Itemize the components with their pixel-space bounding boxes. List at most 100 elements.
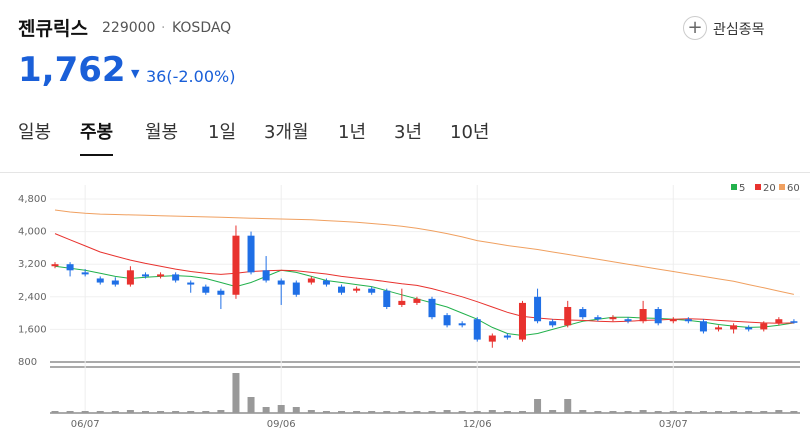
candle-body: [684, 319, 692, 322]
candle-body: [760, 323, 768, 330]
candle-body: [368, 288, 376, 293]
candle-body: [428, 298, 436, 318]
candle-body: [624, 319, 632, 322]
stock-name: 젠큐릭스: [18, 18, 88, 40]
candle-body: [81, 272, 89, 275]
volume-bar: [322, 411, 330, 413]
candle-body: [609, 317, 617, 320]
x-tick-label: 12/06: [463, 419, 492, 430]
volume-bar: [534, 399, 542, 413]
divider: [0, 172, 810, 173]
tab[interactable]: 일봉: [18, 122, 52, 143]
candle-body: [715, 327, 723, 330]
y-tick-label: 2,400: [18, 292, 47, 303]
candle-body: [232, 235, 240, 295]
candle-body: [579, 309, 587, 318]
tab[interactable]: 10년: [450, 122, 490, 143]
separator: ·: [161, 20, 166, 36]
candle-body: [488, 335, 496, 342]
volume-bar: [745, 411, 753, 413]
plus-icon[interactable]: +: [683, 16, 707, 40]
candle-body: [518, 302, 526, 340]
candle-body: [51, 264, 59, 267]
candle-body: [172, 274, 180, 281]
tab[interactable]: 1일: [208, 122, 237, 143]
y-tick-label: 4,000: [18, 227, 47, 238]
candle-body: [66, 264, 74, 271]
candle-body: [141, 274, 149, 277]
candle-body: [277, 280, 285, 285]
volume-bar: [202, 411, 210, 413]
volume-bar: [66, 411, 74, 413]
ma-line: [54, 233, 794, 324]
candle-body: [292, 282, 300, 295]
legend-label: 5: [739, 183, 745, 194]
candle-body: [669, 319, 677, 322]
candle-body: [383, 290, 391, 307]
candle-body: [247, 235, 255, 273]
down-arrow: ▼: [131, 67, 140, 80]
volume-bar: [383, 411, 391, 413]
volume-bar: [790, 411, 798, 413]
volume-bar: [157, 411, 165, 413]
volume-bar: [609, 411, 617, 413]
candle-body: [262, 270, 270, 281]
candle-body: [699, 321, 707, 332]
candle-body: [338, 286, 346, 293]
legend-swatch: [731, 184, 737, 190]
volume-bar: [699, 411, 707, 413]
candle-body: [473, 319, 481, 340]
y-tick-label: 1,600: [18, 324, 47, 335]
volume-bar: [292, 407, 300, 413]
volume-bar: [458, 411, 466, 413]
candle-body: [413, 298, 421, 303]
x-tick-label: 09/06: [267, 419, 296, 430]
candle-body: [353, 288, 361, 291]
legend-label: 60: [787, 183, 800, 194]
volume-bar: [338, 411, 346, 413]
volume-bar: [579, 410, 587, 413]
legend-swatch: [779, 184, 785, 190]
candle-body: [775, 319, 783, 324]
tab[interactable]: 월봉: [145, 122, 179, 143]
volume-bar: [232, 373, 240, 413]
tab[interactable]: 3개월: [264, 122, 309, 143]
volume-bar: [503, 411, 511, 413]
volume-bar: [51, 411, 59, 413]
candle-body: [398, 300, 406, 305]
legend-swatch: [755, 184, 761, 190]
candle-body: [534, 296, 542, 322]
candle-body: [564, 306, 572, 326]
volume-bar: [111, 411, 119, 413]
volume-bar: [564, 399, 572, 413]
candle-body: [458, 323, 466, 326]
tab[interactable]: 주봉: [80, 118, 114, 156]
y-tick-label: 800: [18, 357, 37, 368]
volume-bar: [473, 411, 481, 413]
volume-bar: [428, 411, 436, 413]
x-tick-label: 03/07: [659, 419, 688, 430]
candle-body: [745, 327, 753, 330]
volume-bar: [172, 411, 180, 413]
candle-body: [443, 315, 451, 326]
tab[interactable]: 1년: [338, 122, 367, 143]
candle-body: [217, 290, 225, 295]
candle-body: [307, 278, 315, 283]
candle-body: [503, 335, 511, 338]
volume-bar: [217, 410, 225, 413]
legend-label: 20: [763, 183, 776, 194]
volume-bar: [126, 410, 134, 413]
candle-body: [549, 321, 557, 326]
volume-bar: [368, 411, 376, 413]
change: 36(-2.00%): [146, 67, 236, 86]
volume-bar: [262, 407, 270, 413]
watch-button[interactable]: 관심종목: [713, 22, 765, 38]
volume-bar: [307, 410, 315, 413]
x-tick-label: 06/07: [71, 419, 100, 430]
ma-line: [54, 209, 795, 295]
volume-bar: [684, 411, 692, 413]
candle-body: [730, 325, 738, 330]
volume-bar: [413, 411, 421, 413]
tab[interactable]: 3년: [394, 122, 423, 143]
